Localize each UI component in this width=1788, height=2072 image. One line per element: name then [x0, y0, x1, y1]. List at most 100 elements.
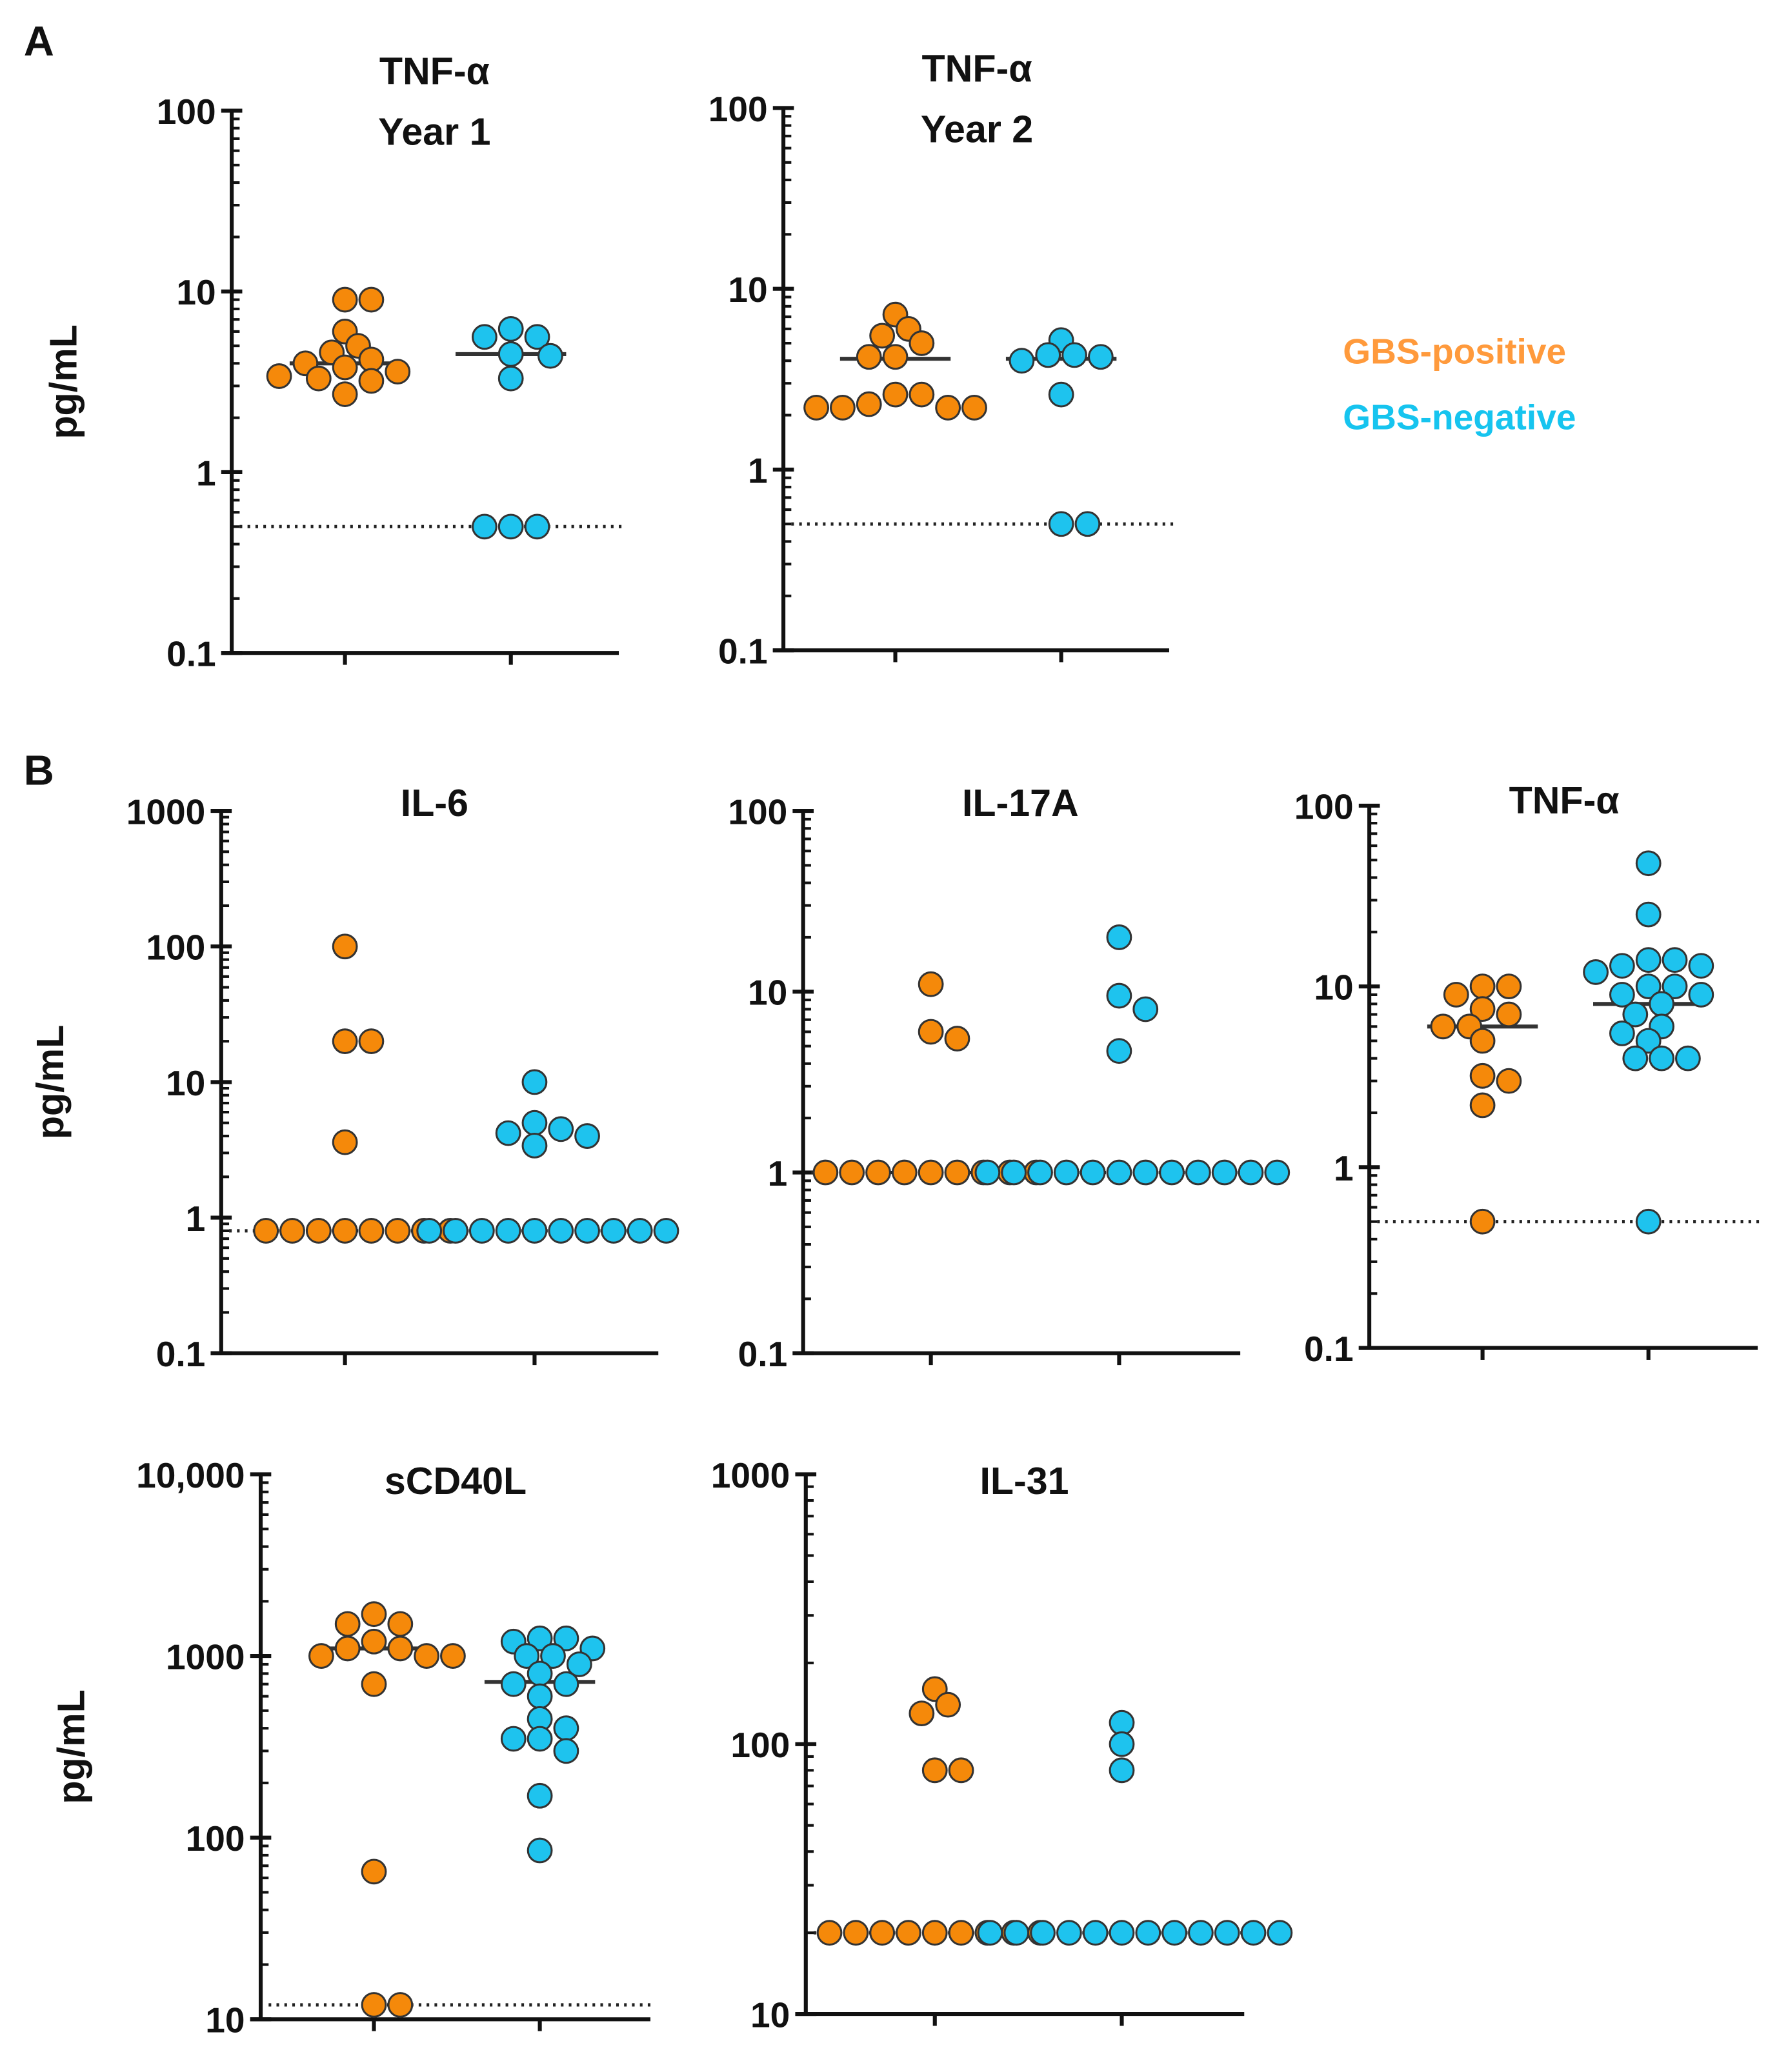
- gbs-positive-point: [361, 1628, 387, 1655]
- chart-panel-a1: TNF-α Year 1 pg/mL 0.1 1 10 100: [41, 50, 625, 674]
- gbs-positive-point: [387, 1992, 414, 2018]
- gbs-negative-point: [548, 1218, 574, 1244]
- gbs-positive-point: [1469, 1062, 1496, 1089]
- gbs-negative-point: [600, 1218, 627, 1244]
- gbs-negative-point: [521, 1132, 548, 1159]
- legend-gbs-positive: GBS-positive: [1343, 331, 1566, 371]
- gbs-negative-point: [1662, 973, 1688, 1000]
- gbs-negative-point: [521, 1218, 548, 1244]
- y-tick-label: 100: [708, 89, 768, 129]
- gbs-negative-point: [553, 1671, 579, 1697]
- gbs-negative-point: [524, 324, 550, 350]
- gbs-positive-point: [385, 359, 411, 384]
- gbs-positive-point: [1430, 1013, 1456, 1040]
- gbs-positive-point: [856, 344, 882, 370]
- gbs-negative-point: [1106, 924, 1132, 950]
- y-tick-label: 100: [186, 1818, 245, 1858]
- gbs-positive-point: [358, 1218, 385, 1244]
- gbs-negative-point: [1238, 1159, 1264, 1186]
- y-tick-label: 0.1: [738, 1334, 788, 1374]
- gbs-positive-point: [1496, 1001, 1522, 1028]
- gbs-positive-point: [909, 330, 935, 356]
- gbs-negative-point: [1061, 342, 1087, 368]
- y-tick-label: 1: [1334, 1148, 1354, 1188]
- gbs-negative-point: [548, 1116, 574, 1142]
- chart-panel-il17a: IL-17A 0.1 1 10 100: [728, 781, 1291, 1374]
- gbs-positive-point: [358, 1028, 385, 1055]
- gbs-positive-point: [1469, 973, 1496, 1000]
- gbs-positive-point: [896, 1920, 921, 1946]
- y-tick-label: 10: [728, 270, 767, 310]
- gbs-negative-point: [1132, 996, 1159, 1022]
- gbs-negative-point: [497, 316, 524, 342]
- gbs-positive-point: [332, 381, 358, 407]
- y-tick-label: 0.1: [1304, 1329, 1354, 1369]
- gbs-positive-point: [948, 1757, 974, 1784]
- gbs-negative-point: [1074, 511, 1101, 537]
- gbs-positive-point: [961, 395, 987, 421]
- gbs-negative-point: [1106, 1038, 1132, 1064]
- gbs-negative-point: [1240, 1920, 1267, 1946]
- y-tick-label: 1000: [711, 1455, 790, 1495]
- gbs-negative-point: [1622, 1045, 1649, 1071]
- y-tick-label: 10: [750, 1995, 790, 2035]
- gbs-negative-point: [527, 1782, 553, 1809]
- chart-title: TNF-α: [379, 50, 490, 93]
- panel-label-a: A: [24, 17, 54, 65]
- gbs-negative-point: [495, 1120, 521, 1146]
- gbs-positive-point: [308, 1643, 334, 1669]
- gbs-negative-point: [1211, 1159, 1238, 1186]
- gbs-positive-point: [279, 1218, 305, 1244]
- gbs-negative-point: [1635, 1028, 1662, 1054]
- chart-panel-scd40l: sCD40L pg/mL 10 100 1000 10,000: [50, 1455, 656, 2040]
- gbs-positive-point: [361, 1992, 387, 2018]
- gbs-negative-point: [1009, 348, 1035, 374]
- gbs-negative-point: [1583, 959, 1609, 985]
- chart-title: IL-31: [979, 1459, 1069, 1502]
- gbs-positive-point: [253, 1218, 279, 1244]
- gbs-negative-point: [1649, 1045, 1675, 1071]
- gbs-negative-point: [1087, 344, 1114, 370]
- gbs-negative-point: [1109, 1757, 1135, 1784]
- gbs-positive-point: [414, 1643, 440, 1669]
- y-tick-label: 100: [157, 92, 216, 132]
- gbs-positive-point: [385, 1218, 411, 1244]
- gbs-negative-point: [1027, 1159, 1053, 1186]
- gbs-positive-point: [332, 1028, 358, 1055]
- gbs-negative-point: [1635, 850, 1662, 877]
- gbs-negative-point: [1688, 982, 1714, 1008]
- y-tick-label: 0.1: [166, 634, 216, 674]
- gbs-positive-point: [918, 971, 944, 997]
- chart-title: sCD40L: [385, 1459, 527, 1502]
- gbs-positive-point: [921, 1920, 948, 1946]
- gbs-positive-point: [305, 1218, 332, 1244]
- gbs-positive-point: [935, 395, 961, 421]
- gbs-positive-point: [1496, 1068, 1522, 1094]
- gbs-negative-point: [468, 1218, 495, 1244]
- y-tick-label: 10: [1314, 968, 1353, 1008]
- gbs-negative-point: [1030, 1920, 1056, 1946]
- y-tick-label: 1000: [166, 1637, 245, 1677]
- gbs-negative-point: [1048, 381, 1074, 408]
- gbs-positive-point: [856, 391, 882, 417]
- y-tick-label: 1: [748, 450, 768, 490]
- gbs-negative-point: [1106, 982, 1132, 1009]
- gbs-positive-point: [361, 1601, 387, 1628]
- gbs-negative-point: [1003, 1920, 1030, 1946]
- gbs-negative-point: [1159, 1159, 1185, 1186]
- y-tick-label: 100: [728, 792, 787, 832]
- gbs-positive-point: [882, 344, 909, 370]
- gbs-negative-point: [1035, 342, 1061, 368]
- gbs-negative-point: [527, 1837, 553, 1864]
- gbs-negative-point: [574, 1123, 600, 1149]
- gbs-positive-point: [944, 1159, 970, 1186]
- gbs-negative-point: [574, 1218, 600, 1244]
- y-tick-label: 10: [166, 1063, 205, 1103]
- gbs-negative-point: [1048, 511, 1074, 537]
- gbs-negative-point: [1635, 901, 1662, 928]
- gbs-positive-point: [816, 1920, 843, 1946]
- gbs-positive-point: [361, 1858, 387, 1885]
- legend-gbs-negative: GBS-negative: [1343, 397, 1576, 437]
- gbs-positive-point: [358, 346, 385, 373]
